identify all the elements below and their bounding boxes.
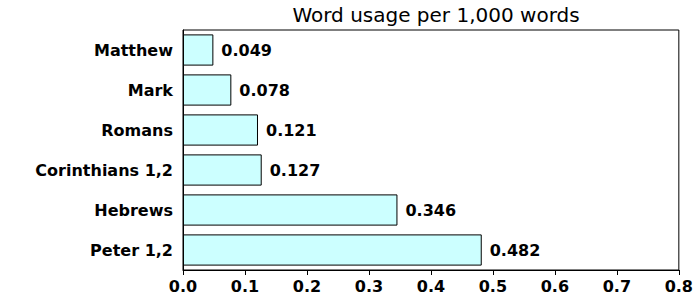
svg-text:Hebrews: Hebrews	[94, 201, 173, 220]
svg-text:0.121: 0.121	[266, 121, 317, 140]
svg-text:0.1: 0.1	[231, 277, 259, 296]
svg-text:0.3: 0.3	[355, 277, 383, 296]
svg-text:Word usage per 1,000 words: Word usage per 1,000 words	[292, 3, 579, 27]
svg-text:0.7: 0.7	[603, 277, 631, 296]
svg-text:Matthew: Matthew	[94, 41, 173, 60]
svg-text:0.0: 0.0	[169, 277, 197, 296]
svg-text:0.346: 0.346	[405, 201, 456, 220]
svg-text:0.2: 0.2	[293, 277, 321, 296]
svg-text:0.482: 0.482	[490, 241, 541, 260]
svg-text:Romans: Romans	[101, 121, 173, 140]
svg-text:0.127: 0.127	[270, 161, 321, 180]
svg-text:Corinthians 1,2: Corinthians 1,2	[35, 161, 173, 180]
svg-text:Peter 1,2: Peter 1,2	[90, 241, 173, 260]
svg-text:0.5: 0.5	[479, 277, 507, 296]
svg-text:0.8: 0.8	[665, 277, 693, 296]
svg-text:0.078: 0.078	[239, 81, 290, 100]
svg-text:0.4: 0.4	[417, 277, 445, 296]
svg-text:0.6: 0.6	[541, 277, 569, 296]
svg-text:0.049: 0.049	[221, 41, 272, 60]
svg-text:Mark: Mark	[128, 81, 174, 100]
